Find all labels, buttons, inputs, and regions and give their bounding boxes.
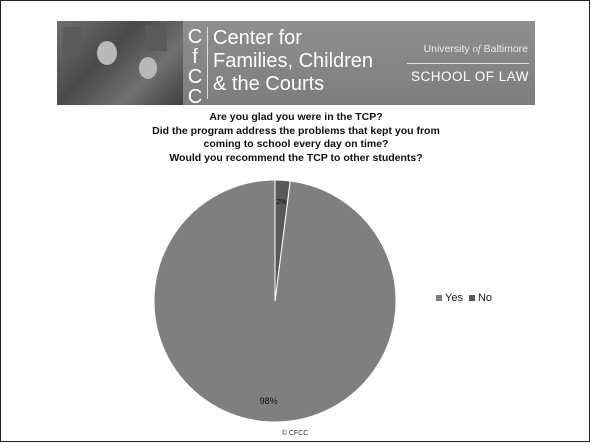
photo-building bbox=[145, 25, 167, 51]
university-name: University of Baltimore bbox=[404, 43, 528, 55]
university-word: University bbox=[423, 43, 470, 55]
legend-label: Yes bbox=[445, 292, 463, 304]
chart-legend: Yes No bbox=[436, 292, 498, 304]
copyright: © CFCC bbox=[281, 430, 309, 437]
data-label-no: 2% bbox=[276, 199, 286, 206]
logo-letter: C bbox=[187, 66, 203, 88]
chart-title-line: Would you recommend the TCP to other stu… bbox=[169, 151, 423, 164]
legend-item-no: No bbox=[468, 292, 493, 304]
legend-label: No bbox=[477, 292, 493, 304]
university-word: Baltimore bbox=[483, 43, 528, 55]
logo-letter: f bbox=[192, 46, 198, 68]
chart-title-line: coming to school every day on time? bbox=[203, 138, 389, 150]
pie-slice-no bbox=[274, 179, 291, 302]
banner-photo bbox=[57, 21, 183, 105]
chart-title-line: Are you glad you were in the TCP? bbox=[209, 111, 383, 123]
photo-face bbox=[97, 41, 117, 65]
photo-face bbox=[139, 57, 157, 79]
center-name: Center for Families, Children & the Cour… bbox=[213, 27, 403, 96]
cfcc-logo: C f C C bbox=[184, 26, 206, 105]
legend-swatch bbox=[436, 295, 442, 301]
header-banner: C f C C Center for Families, Children & … bbox=[57, 21, 535, 105]
center-name-line: Center for bbox=[213, 27, 302, 49]
chart-title: Are you glad you were in the TCP? Did th… bbox=[100, 111, 492, 165]
school-divider bbox=[407, 63, 529, 64]
legend-swatch bbox=[468, 295, 475, 301]
chart-title-line: Did the program address the problems tha… bbox=[152, 124, 440, 137]
photo-building bbox=[63, 27, 81, 57]
logo-letter: C bbox=[187, 86, 203, 105]
logo-divider bbox=[207, 27, 208, 99]
logo-letter: C bbox=[187, 26, 203, 48]
center-name-line: Families, Children bbox=[213, 50, 374, 72]
data-label-yes: 98% bbox=[260, 396, 278, 406]
center-name-line: & the Courts bbox=[213, 73, 325, 95]
pie-chart: 98% 2% bbox=[153, 179, 397, 423]
school-name: SCHOOL OF LAW bbox=[410, 69, 529, 84]
legend-item-yes: Yes bbox=[436, 292, 463, 304]
university-of: of bbox=[472, 44, 481, 55]
